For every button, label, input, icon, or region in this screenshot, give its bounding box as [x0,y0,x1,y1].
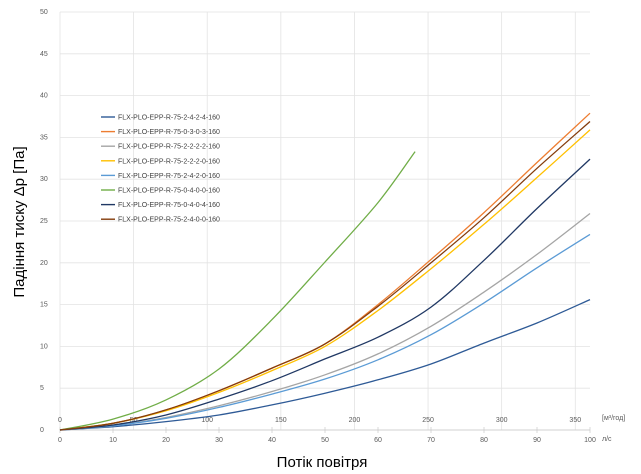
x-axis-ls-ticks: 0 10 20 30 40 50 60 70 80 90 100 [58,437,596,444]
x-m3h-tick-label-7: 350 [569,417,581,424]
legend: FLX-PLO-EPP-R-75-2-4-2-4-160 FLX-PLO-EPP-… [101,115,220,224]
grid [59,11,591,433]
y-axis-title: Падіння тиску Δp [Па] [11,146,28,297]
x-ls-tick-label-6: 60 [374,437,382,444]
legend-label-0: FLX-PLO-EPP-R-75-2-4-2-4-160 [118,115,220,122]
legend-label-3: FLX-PLO-EPP-R-75-2-2-2-0-160 [118,158,220,165]
legend-label-7: FLX-PLO-EPP-R-75-2-4-0-0-160 [118,217,220,224]
x-ls-tick-label-9: 90 [533,437,541,444]
x-m3h-tick-label-4: 200 [349,417,361,424]
legend-label-2: FLX-PLO-EPP-R-75-2-2-2-2-160 [118,144,220,151]
x-ls-tick-label-7: 70 [427,437,435,444]
series-line-5 [59,151,416,431]
y-tick-label-2: 10 [40,343,48,350]
x-ls-tick-label-3: 30 [215,437,223,444]
legend-label-5: FLX-PLO-EPP-R-75-0-4-0-0-160 [118,188,220,195]
x-m3h-tick-label-0: 0 [58,417,62,424]
x-m3h-tick-label-1: 50 [130,417,138,424]
y-tick-label-5: 25 [40,218,48,225]
x-ls-tick-label-1: 10 [109,437,117,444]
y-tick-label-10: 50 [40,9,48,16]
x-ls-tick-label-0: 0 [58,437,62,444]
y-tick-label-3: 15 [40,302,48,309]
series-line-4 [59,233,591,431]
y-tick-label-9: 45 [40,51,48,58]
series-line-6 [59,158,591,431]
x-ls-tick-label-8: 80 [480,437,488,444]
series-lines [59,112,591,431]
series-line-0 [59,299,591,431]
x-ls-tick-label-10: 100 [584,437,596,444]
x-m3h-tick-label-5: 250 [422,417,434,424]
x-axis-title: Потік повітря [277,454,368,471]
x-ls-tick-label-4: 40 [268,437,276,444]
y-axis-ticks: 0 5 10 15 20 25 30 35 40 45 50 [40,9,48,434]
x-ls-tick-label-5: 50 [321,437,329,444]
series-line-7 [59,121,591,431]
x-axis-ls-unit: л/с [602,436,612,443]
x-m3h-tick-label-6: 300 [496,417,508,424]
y-tick-label-0: 0 [40,427,44,434]
x-m3h-tick-label-2: 100 [201,417,213,424]
y-tick-label-6: 30 [40,176,48,183]
x-axis-m3h-unit: [м³/год] [602,415,625,422]
y-tick-label-1: 5 [40,385,44,392]
y-tick-label-7: 35 [40,134,48,141]
x-m3h-tick-label-3: 150 [275,417,287,424]
y-tick-label-4: 20 [40,260,48,267]
series-line-2 [59,212,591,431]
y-tick-label-8: 40 [40,93,48,100]
x-ls-tick-label-2: 20 [162,437,170,444]
x-axis-m3h-ticks: 0 50 100 150 200 250 300 350 [58,417,581,424]
legend-label-1: FLX-PLO-EPP-R-75-0-3-0-3-160 [118,129,220,136]
legend-label-4: FLX-PLO-EPP-R-75-2-4-2-0-160 [118,173,220,180]
legend-label-6: FLX-PLO-EPP-R-75-0-4-0-4-160 [118,202,220,209]
